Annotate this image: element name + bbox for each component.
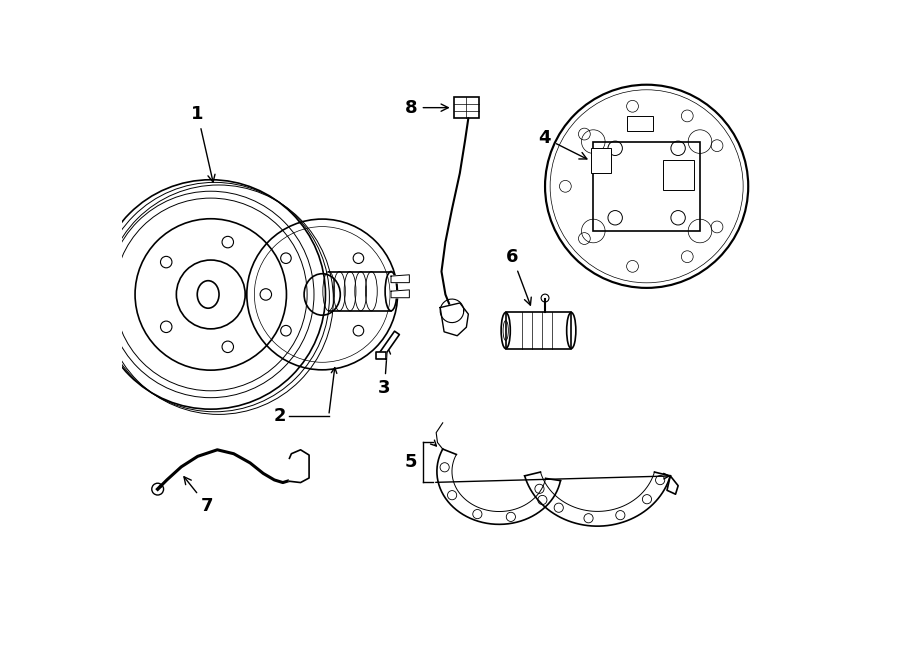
Text: 6: 6 [506,248,531,305]
Bar [627,116,653,131]
Polygon shape [376,352,386,359]
Polygon shape [391,275,410,283]
Polygon shape [290,449,309,483]
Bar [663,160,695,190]
Text: 2: 2 [274,407,286,425]
Bar [593,141,700,231]
Bar [506,313,572,348]
Bar [454,97,479,118]
Text: 3: 3 [378,346,391,397]
Polygon shape [440,303,468,336]
Text: 1: 1 [192,105,215,182]
Text: 8: 8 [405,98,448,116]
Text: 5: 5 [405,453,418,471]
Polygon shape [379,331,400,357]
Bar [591,148,610,173]
Text: 7: 7 [184,477,213,515]
Text: 4: 4 [538,129,587,159]
Polygon shape [391,290,410,297]
